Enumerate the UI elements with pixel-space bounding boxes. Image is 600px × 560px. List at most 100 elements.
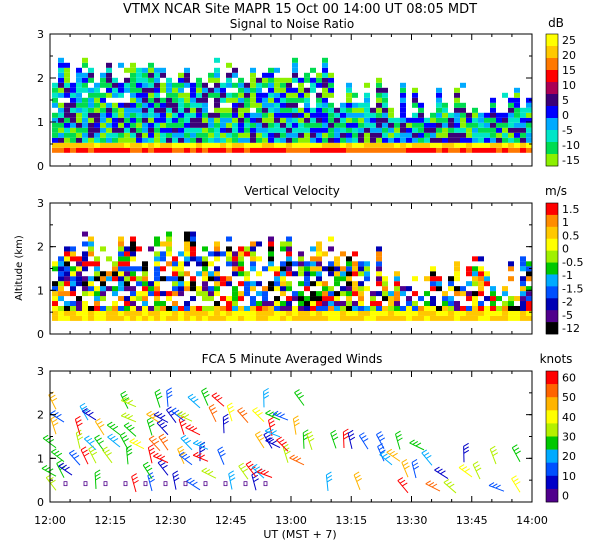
wind-barb-flag: [77, 436, 84, 441]
heatmap-cell: [58, 310, 64, 316]
heatmap-cell: [322, 305, 328, 311]
heatmap-cell: [154, 112, 160, 118]
heatmap-cell: [328, 236, 334, 242]
heatmap-cell: [484, 310, 490, 316]
heatmap-cell: [424, 122, 430, 128]
heatmap-cell: [400, 315, 406, 321]
colorbar-frame: [545, 370, 559, 503]
wind-barb-flag: [76, 433, 83, 437]
colorbar-swatch: [546, 34, 558, 47]
heatmap-cell: [76, 82, 82, 88]
heatmap-cell: [460, 112, 466, 118]
heatmap-cell: [262, 82, 268, 88]
heatmap-cell: [328, 117, 334, 123]
wind-barb-flag: [263, 391, 269, 396]
heatmap-cell: [214, 87, 220, 93]
heatmap-cell: [106, 276, 112, 282]
heatmap-cell: [148, 107, 154, 113]
wind-barb-staff: [238, 465, 249, 480]
wind-barb-staff: [330, 433, 337, 449]
heatmap-cell: [124, 132, 130, 138]
wind-barb-staff: [325, 474, 329, 491]
heatmap-cell: [88, 127, 94, 133]
heatmap-cell: [442, 107, 448, 113]
heatmap-cell: [124, 266, 130, 272]
heatmap-cell: [316, 241, 322, 247]
heatmap-cell: [262, 102, 268, 108]
heatmap-cell: [142, 266, 148, 272]
wind-barb-flag: [146, 467, 153, 472]
wind-barb-flag: [123, 438, 129, 443]
heatmap-cell: [328, 291, 334, 297]
wind-barb: [82, 408, 97, 421]
wind-barb: [102, 446, 113, 464]
wind-barb-flag: [256, 434, 263, 438]
heatmap-cell: [514, 102, 520, 108]
colorbar-label: 50: [562, 391, 576, 404]
wind-barb-flag: [193, 398, 199, 403]
heatmap-cell: [166, 291, 172, 297]
heatmap-cell: [268, 261, 274, 267]
heatmap-cell: [322, 87, 328, 93]
wind-barb-staff: [358, 435, 369, 450]
heatmap-cell: [118, 281, 124, 287]
heatmap-cell: [268, 132, 274, 138]
heatmap-cell: [526, 127, 532, 133]
wind-barb-flag: [298, 394, 304, 399]
heatmap-cell: [382, 122, 388, 128]
wind-barb-flag: [399, 479, 406, 484]
heatmap-cell: [88, 251, 94, 257]
heatmap-cell: [184, 246, 190, 252]
heatmap-cell: [490, 305, 496, 311]
x-tick-label: 14:00: [516, 514, 548, 527]
wind-barb: [192, 439, 209, 450]
heatmap-cell: [196, 132, 202, 138]
heatmap-cell: [376, 127, 382, 133]
heatmap-cell: [226, 132, 232, 138]
heatmap-cell: [316, 97, 322, 103]
wind-barb-flag: [347, 429, 354, 434]
wind-barb-flag: [268, 411, 274, 416]
heatmap-cell: [274, 92, 280, 98]
heatmap-cell: [400, 87, 406, 93]
heatmap-cell: [64, 117, 70, 123]
heatmap-cell: [514, 137, 520, 143]
heatmap-cell: [496, 305, 502, 311]
panel-1-title: Signal to Noise Ratio: [230, 17, 354, 31]
heatmap-cell: [262, 127, 268, 133]
heatmap-cell: [76, 117, 82, 123]
heatmap-cell: [178, 276, 184, 282]
heatmap-cell: [58, 296, 64, 302]
colorbar-label: 40: [562, 411, 576, 424]
wind-barb-flag: [82, 408, 88, 412]
heatmap-cell: [346, 301, 352, 307]
heatmap-cell: [268, 315, 274, 321]
heatmap-cell: [220, 251, 226, 257]
heatmap-cell: [238, 291, 244, 297]
heatmap-cell: [382, 117, 388, 123]
heatmap-cell: [70, 107, 76, 113]
wind-barb: [153, 452, 169, 464]
heatmap-cell: [316, 291, 322, 297]
heatmap-cell: [82, 82, 88, 88]
heatmap-cell: [244, 305, 250, 311]
heatmap-cell: [514, 107, 520, 113]
heatmap-cell: [484, 271, 490, 277]
heatmap-cell: [352, 281, 358, 287]
heatmap-cell: [100, 137, 106, 143]
heatmap-cell: [526, 142, 532, 148]
heatmap-cell: [280, 266, 286, 272]
heatmap-cell: [490, 286, 496, 292]
heatmap-cell: [460, 107, 466, 113]
heatmap-cell: [466, 127, 472, 133]
wind-barb-staff: [252, 410, 265, 422]
heatmap-cell: [364, 102, 370, 108]
heatmap-cell: [112, 301, 118, 307]
heatmap-cell: [382, 127, 388, 133]
heatmap-cell: [190, 236, 196, 242]
heatmap-cell: [388, 107, 394, 113]
heatmap-cell: [154, 256, 160, 262]
heatmap-cell: [436, 276, 442, 282]
heatmap-cell: [328, 261, 334, 267]
heatmap-cell: [214, 117, 220, 123]
